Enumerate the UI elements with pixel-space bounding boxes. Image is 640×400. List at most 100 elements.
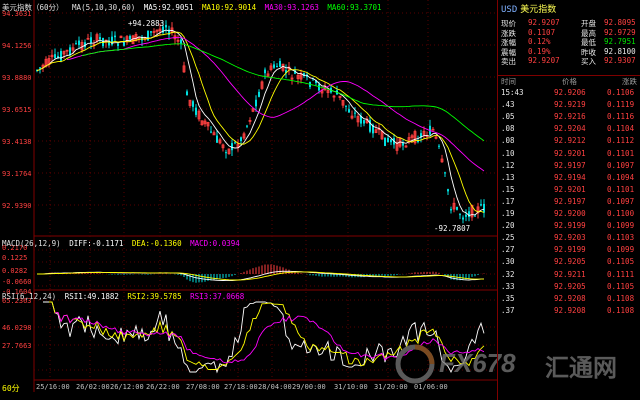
candle-body xyxy=(374,129,378,134)
tick-row[interactable]: .08 92.9212 0.1112 xyxy=(498,136,640,148)
tick-row[interactable]: .13 92.9194 0.1094 xyxy=(498,173,640,185)
y-tick-label: 93.8880 xyxy=(2,74,32,82)
rsi2-line xyxy=(49,301,485,370)
x-axis-label: 27/08:00 xyxy=(186,383,220,391)
tick-time: .05 xyxy=(501,112,515,122)
tick-row[interactable]: .17 92.9197 0.1097 xyxy=(498,197,640,209)
candle-body xyxy=(395,142,399,151)
candle-body xyxy=(203,120,207,125)
rsi-param: RSI(6,12,24) xyxy=(2,292,57,301)
tick-row[interactable]: .30 92.9205 0.1105 xyxy=(498,257,640,269)
tick-time: .37 xyxy=(501,305,515,315)
candle-body xyxy=(384,137,386,146)
candle-body xyxy=(176,39,180,42)
ma10-line xyxy=(36,31,485,213)
y-tick-label: 92.9390 xyxy=(2,202,32,210)
candle-body xyxy=(264,69,266,74)
tick-price: 92.9201 xyxy=(554,148,586,158)
candle-body xyxy=(258,91,260,97)
tick-time: .19 xyxy=(501,209,515,218)
quote-label: 震幅 xyxy=(501,47,516,57)
tick-row[interactable]: .32 92.9211 0.1111 xyxy=(498,270,640,282)
tick-row[interactable]: .20 92.9199 0.1099 xyxy=(498,221,640,233)
tick-header: 时间 价格 涨跌 xyxy=(498,75,640,88)
candle-body xyxy=(65,49,69,52)
tick-price: 92.9208 xyxy=(554,305,586,315)
tick-row[interactable]: .33 92.9205 0.1105 xyxy=(498,282,640,294)
candle-body xyxy=(290,77,294,80)
tick-row[interactable]: .25 92.9203 0.1103 xyxy=(498,233,640,245)
tick-change: 0.1105 xyxy=(607,257,635,267)
candle-body xyxy=(326,90,330,94)
chart-area[interactable]: 94.3631 94.1256 93.8880 93.6515 93.4138 93.17… xyxy=(0,0,497,400)
tick-row[interactable]: .10 92.9201 0.1101 xyxy=(498,149,640,161)
candle-body xyxy=(444,172,446,174)
candle-body xyxy=(242,133,246,139)
tick-change: 0.1104 xyxy=(607,124,635,134)
candle-body xyxy=(345,105,347,107)
quote-value: 92.7951 xyxy=(604,37,636,46)
macd-y-tick-label: -0.1604 xyxy=(2,288,32,296)
candle-body xyxy=(434,136,438,139)
tick-row[interactable]: .27 92.9199 0.1099 xyxy=(498,245,640,257)
tick-row[interactable]: .05 92.9216 0.1116 xyxy=(498,112,640,124)
tick-time: .30 xyxy=(501,257,515,267)
candle-body xyxy=(447,189,449,192)
x-axis-label: 26/22:00 xyxy=(146,383,180,391)
tick-row[interactable]: .15 92.9201 0.1101 xyxy=(498,185,640,197)
tick-row[interactable]: .37 92.9208 0.1108 xyxy=(498,306,640,318)
candle-body xyxy=(269,65,273,70)
candle-body xyxy=(369,120,371,132)
tick-change: 0.1111 xyxy=(607,269,635,279)
tick-price: 92.9219 xyxy=(554,100,586,110)
quote-value: 92.9307 xyxy=(604,56,636,65)
candlestick-chart[interactable]: 94.3631 94.1256 93.8880 93.6515 93.4138 93.17… xyxy=(0,0,497,400)
period-label[interactable]: 60分 xyxy=(2,384,20,393)
tick-row[interactable]: .19 92.9200 0.1100 xyxy=(498,209,640,221)
candle-body xyxy=(192,101,194,107)
candle-body xyxy=(404,145,408,148)
candle-body xyxy=(71,47,75,51)
tick-row[interactable]: .43 92.9219 0.1119 xyxy=(498,100,640,112)
candle-body xyxy=(39,67,41,69)
tick-time: .35 xyxy=(501,293,515,303)
macd-y-tick-label: 0.2170 xyxy=(2,244,27,252)
candle-body xyxy=(147,30,149,41)
quote-row: 震幅 0.19% 昨收 92.8100 xyxy=(498,47,640,57)
tick-row[interactable]: 15:43 92.9206 0.1106 xyxy=(498,88,640,100)
candle-body xyxy=(266,73,270,77)
candle-body xyxy=(417,140,419,143)
candle-body xyxy=(75,43,77,45)
candle-body xyxy=(332,95,336,98)
tick-change: 0.1099 xyxy=(607,245,635,255)
tick-header-price: 价格 xyxy=(562,77,577,86)
candle-body xyxy=(137,37,141,39)
x-axis-label: 25/16:00 xyxy=(36,383,70,391)
tick-time: .12 xyxy=(501,160,515,170)
indicator-label: 美元指数（60分） xyxy=(2,3,64,12)
quote-value: 92.8095 xyxy=(604,18,636,27)
candle-body xyxy=(206,121,210,127)
rsi3-value: RSI3:37.0668 xyxy=(190,292,245,301)
candle-body xyxy=(431,128,435,131)
quote-row: 现价 92.9207 开盘 92.8095 xyxy=(498,18,640,28)
ma60-line xyxy=(81,43,485,142)
tick-row[interactable]: .08 92.9204 0.1104 xyxy=(498,124,640,136)
tick-time: .25 xyxy=(501,233,515,243)
candle-body xyxy=(356,116,360,123)
rsi-header: RSI(6,12,24) RSI1:49.1882 RSI2:39.5785 R… xyxy=(2,292,248,301)
candle-body xyxy=(363,120,365,124)
tick-change: 0.1094 xyxy=(607,172,635,182)
rsi2-value: RSI2:39.5785 xyxy=(127,292,182,301)
tick-time: .32 xyxy=(501,269,515,279)
candle-body xyxy=(210,131,212,133)
quote-label: 开盘 xyxy=(581,19,596,28)
candle-body xyxy=(62,51,66,55)
x-axis-label: 26/12:00 xyxy=(110,383,144,391)
x-axis-label: 27/18:00 xyxy=(224,383,258,391)
tick-change: 0.1108 xyxy=(607,293,635,303)
macd-dea-line xyxy=(37,271,484,281)
tick-price: 92.9197 xyxy=(554,160,586,170)
tick-row[interactable]: .12 92.9197 0.1097 xyxy=(498,161,640,173)
tick-row[interactable]: .35 92.9208 0.1108 xyxy=(498,294,640,306)
